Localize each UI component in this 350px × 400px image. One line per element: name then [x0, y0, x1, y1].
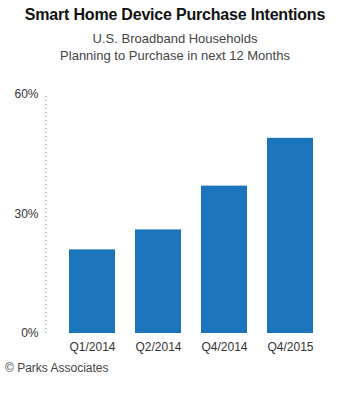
svg-text:0%: 0%	[21, 326, 39, 340]
svg-text:60%: 60%	[14, 87, 38, 101]
html-text:Smart Home Device Purchase Int: Smart Home Device Purchase Intentions	[24, 6, 326, 23]
html-text:U.S. Broadband Households: U.S. Broadband Households	[92, 31, 258, 46]
svg-text:Q1/2014: Q1/2014	[69, 340, 115, 354]
svg-text:Q2/2014: Q2/2014	[135, 340, 181, 354]
html-text:Planning to Purchase in next 1: Planning to Purchase in next 12 Months	[60, 48, 290, 63]
html-text:© Parks Associates: © Parks Associates	[5, 361, 109, 375]
svg-text:30%: 30%	[14, 207, 38, 221]
svg-text:Q4/2015: Q4/2015	[267, 340, 313, 354]
svg-text:Q4/2014: Q4/2014	[201, 340, 247, 354]
